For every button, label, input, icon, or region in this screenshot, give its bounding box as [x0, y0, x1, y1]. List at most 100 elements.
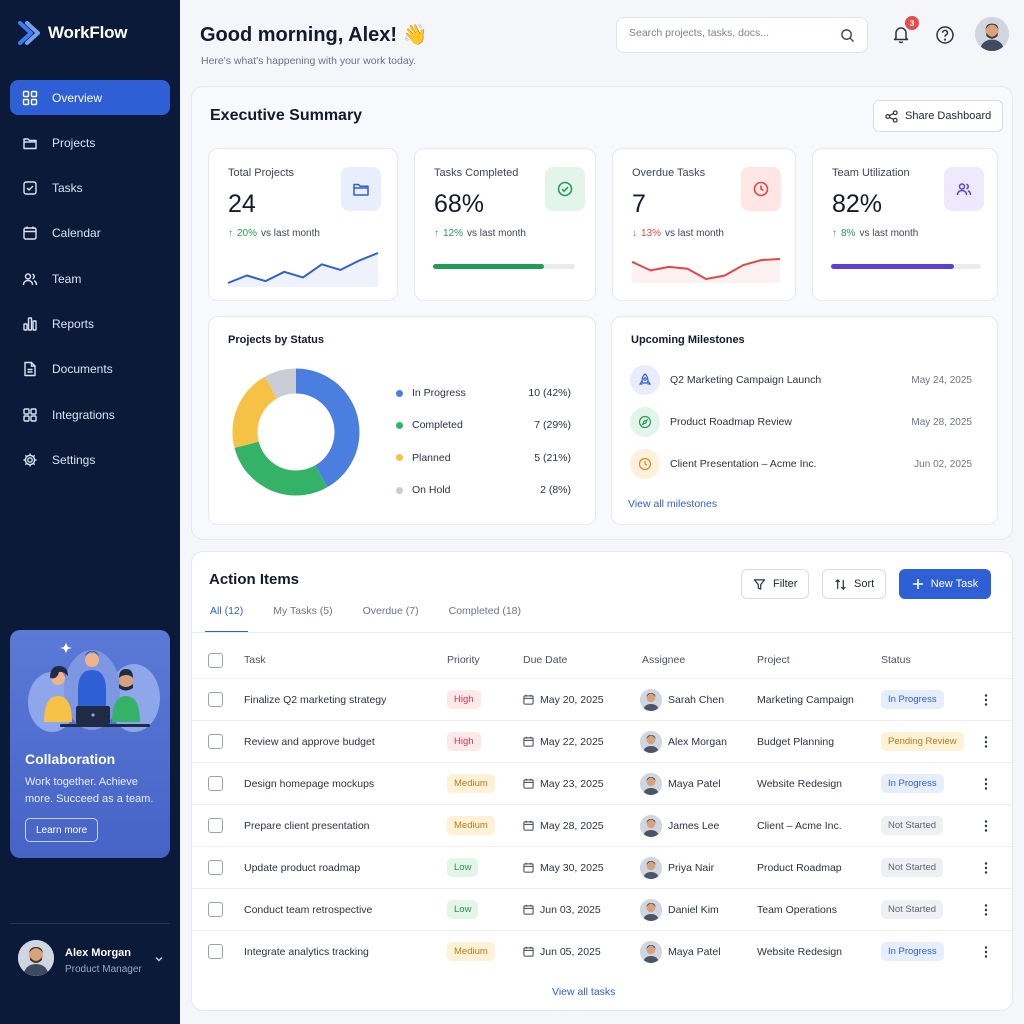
search-icon[interactable]: [840, 28, 855, 43]
sort-icon: [835, 578, 846, 590]
assignee-name: Alex Morgan: [668, 735, 727, 748]
more-options-icon[interactable]: [979, 945, 993, 959]
legend-item-completed[interactable]: Completed 7 (29%): [396, 409, 571, 441]
calendar-icon: [523, 694, 534, 705]
bell-icon[interactable]: [891, 24, 911, 44]
kpi-card-total-projects[interactable]: Total Projects 24 ↑ 20% vs last month: [208, 148, 398, 301]
table-row[interactable]: Review and approve budget High May 22, 202…: [192, 720, 1012, 762]
check-circle-icon: [557, 181, 573, 197]
legend-item-planned[interactable]: Planned 5 (21%): [396, 442, 571, 474]
total-projects-sparkline: [227, 252, 379, 287]
sidebar-item-calendar[interactable]: Calendar: [10, 216, 170, 251]
more-options-icon[interactable]: [979, 693, 993, 707]
card-title: Upcoming Milestones: [631, 334, 745, 346]
milestone-item[interactable]: Product Roadmap Review May 28, 2025: [630, 407, 982, 439]
sparkline-area: [228, 253, 378, 287]
help-icon[interactable]: [935, 25, 955, 45]
sidebar-item-label: Team: [52, 271, 82, 286]
more-options-icon[interactable]: [979, 735, 993, 749]
tab-my-tasks[interactable]: My Tasks (5): [273, 605, 333, 617]
tab-completed[interactable]: Completed (18): [448, 605, 521, 617]
row-checkbox[interactable]: [208, 818, 223, 833]
donut-slice-completed[interactable]: [232, 368, 360, 496]
more-options-icon[interactable]: [979, 777, 993, 791]
column-header-status[interactable]: Status: [881, 654, 911, 666]
task-name[interactable]: Update product roadmap: [244, 861, 361, 874]
column-header-priority[interactable]: Priority: [447, 654, 480, 666]
column-header-task[interactable]: Task: [244, 654, 266, 666]
upcoming-milestones-card: Upcoming Milestones Q2 Marketing Campaig…: [611, 316, 998, 525]
row-checkbox[interactable]: [208, 860, 223, 875]
table-row[interactable]: Design homepage mockups Medium May 23, 202…: [192, 762, 1012, 804]
milestone-item[interactable]: Q2 Marketing Campaign Launch May 24, 202…: [630, 365, 982, 397]
legend-item-on-hold[interactable]: On Hold 2 (8%): [396, 474, 571, 506]
section-title: Executive Summary: [210, 107, 363, 124]
donut-slice-on-hold[interactable]: [232, 368, 360, 496]
donut-slice-planned[interactable]: [232, 368, 360, 496]
sort-button[interactable]: Sort: [822, 569, 887, 599]
learn-more-button[interactable]: Learn more: [25, 818, 99, 842]
tab-overdue[interactable]: Overdue (7): [362, 605, 419, 617]
sidebar-item-label: Reports: [52, 316, 95, 331]
table-row[interactable]: Integrate analytics tracking Medium Jun 05…: [192, 930, 1012, 972]
search-input[interactable]: [629, 27, 829, 39]
filter-button[interactable]: Filter: [741, 569, 810, 599]
user-profile-menu[interactable]: Alex Morgan Product Manager: [18, 940, 168, 980]
sidebar-item-settings[interactable]: Settings: [10, 442, 170, 477]
grid-icon: [22, 90, 38, 105]
table-row[interactable]: Update product roadmap Low May 30, 2025 Pri…: [192, 846, 1012, 888]
more-options-icon[interactable]: [979, 819, 993, 833]
row-checkbox[interactable]: [208, 902, 223, 917]
sidebar-item-integrations[interactable]: Integrations: [10, 397, 170, 432]
kpi-card-overdue-tasks[interactable]: Overdue Tasks 7 ↓ 13% vs last month: [612, 148, 796, 301]
task-name[interactable]: Conduct team retrospective: [244, 903, 373, 916]
column-header-project[interactable]: Project: [757, 654, 790, 666]
sidebar-item-team[interactable]: Team: [10, 261, 170, 296]
assignee-name: Daniel Kim: [668, 903, 719, 916]
status-badge: In Progress: [881, 942, 944, 961]
due-date: May 30, 2025: [540, 861, 604, 874]
table-row[interactable]: Finalize Q2 marketing strategy High May 20…: [192, 678, 1012, 720]
status-badge: In Progress: [881, 690, 944, 709]
table-row[interactable]: Conduct team retrospective Low Jun 03, 202…: [192, 888, 1012, 930]
task-name[interactable]: Design homepage mockups: [244, 777, 375, 790]
row-checkbox[interactable]: [208, 692, 223, 707]
brand[interactable]: WorkFlow: [18, 20, 128, 46]
sidebar-item-documents[interactable]: Documents: [10, 352, 170, 387]
kpi-value: 68%: [434, 190, 485, 218]
status-badge: Not Started: [881, 816, 944, 835]
tab-all[interactable]: All (12): [205, 605, 249, 633]
row-checkbox[interactable]: [208, 944, 223, 959]
chevron-down-icon: [155, 957, 163, 962]
view-all-tasks-link[interactable]: View all tasks: [552, 986, 616, 998]
column-header-due-date[interactable]: Due Date: [523, 654, 568, 666]
progress-fill: [831, 264, 954, 269]
milestone-item[interactable]: Client Presentation – Acme Inc. Jun 02, …: [630, 449, 982, 481]
new-task-button[interactable]: New Task: [899, 569, 991, 599]
sidebar-item-overview[interactable]: Overview: [10, 80, 170, 115]
header-avatar[interactable]: [975, 17, 1009, 51]
avatar: [640, 898, 662, 921]
column-header-assignee[interactable]: Assignee: [642, 654, 686, 666]
table-row[interactable]: Prepare client presentation Medium May 28,…: [192, 804, 1012, 846]
kpi-card-tasks-completed[interactable]: Tasks Completed 68% ↑ 12% vs last month: [414, 148, 596, 301]
task-name[interactable]: Finalize Q2 marketing strategy: [244, 693, 387, 706]
kpi-card-team-utilization[interactable]: Team Utilization 82% ↑ 8% vs last month: [812, 148, 998, 301]
more-options-icon[interactable]: [979, 861, 993, 875]
task-name[interactable]: Review and approve budget: [244, 735, 375, 748]
sidebar-item-tasks[interactable]: Tasks: [10, 171, 170, 206]
view-all-milestones-link[interactable]: View all milestones: [628, 498, 718, 510]
more-options-icon[interactable]: [979, 903, 993, 917]
sidebar-item-label: Projects: [52, 135, 96, 150]
share-dashboard-button[interactable]: Share Dashboard: [873, 100, 1004, 132]
sidebar-item-projects[interactable]: Projects: [10, 125, 170, 160]
select-all-checkbox[interactable]: [208, 652, 223, 668]
kpi-value: 7: [632, 190, 646, 218]
task-name[interactable]: Prepare client presentation: [244, 819, 370, 832]
avatar: [18, 940, 54, 976]
row-checkbox[interactable]: [208, 776, 223, 791]
sidebar-item-reports[interactable]: Reports: [10, 306, 170, 341]
legend-item-in-progress[interactable]: In Progress 10 (42%): [396, 377, 571, 409]
row-checkbox[interactable]: [208, 734, 223, 749]
task-name[interactable]: Integrate analytics tracking: [244, 945, 369, 958]
